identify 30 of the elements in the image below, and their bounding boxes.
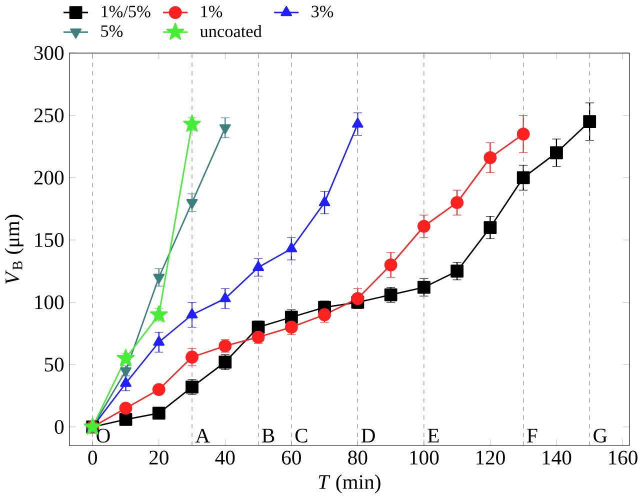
y-axis-title: V$_{B}$ (μm) (4, 214, 24, 284)
ref-line-label: C (295, 428, 308, 443)
ref-line-label: A (195, 428, 210, 442)
x-tick-label: 160 (609, 450, 638, 465)
y-tick-label: 200 (34, 170, 64, 185)
x-tick-label: 80 (348, 450, 368, 465)
ref-line-label: B (262, 428, 274, 442)
x-axis-title: T (min) (318, 474, 380, 494)
y-tick-label: 150 (35, 233, 64, 247)
x-tick-label: 0 (88, 450, 97, 465)
y-tick-label: 300 (34, 46, 64, 60)
x-tick-label: 140 (542, 450, 572, 465)
legend-label: uncoated (200, 25, 262, 38)
ref-line-label: G (594, 428, 608, 443)
legend-label: 1% (201, 6, 222, 18)
legend-label: 5% (101, 25, 123, 37)
y-tick-label: 250 (34, 108, 64, 122)
x-tick-label: 20 (149, 450, 168, 465)
y-tick-label: 50 (44, 358, 64, 372)
x-tick-label: 120 (476, 450, 505, 465)
legend-label: 1%/5% (102, 6, 150, 18)
x-tick-label: 60 (282, 450, 301, 465)
x-tick-label: 40 (215, 450, 235, 465)
ref-line-label: E (428, 428, 439, 442)
ref-line-label: D (361, 428, 375, 442)
y-tick-label: 0 (54, 420, 64, 434)
ref-line-label: F (527, 428, 538, 442)
legend-label: 3% (312, 6, 334, 18)
x-tick-label: 100 (410, 450, 439, 465)
y-tick-label: 100 (35, 295, 64, 310)
